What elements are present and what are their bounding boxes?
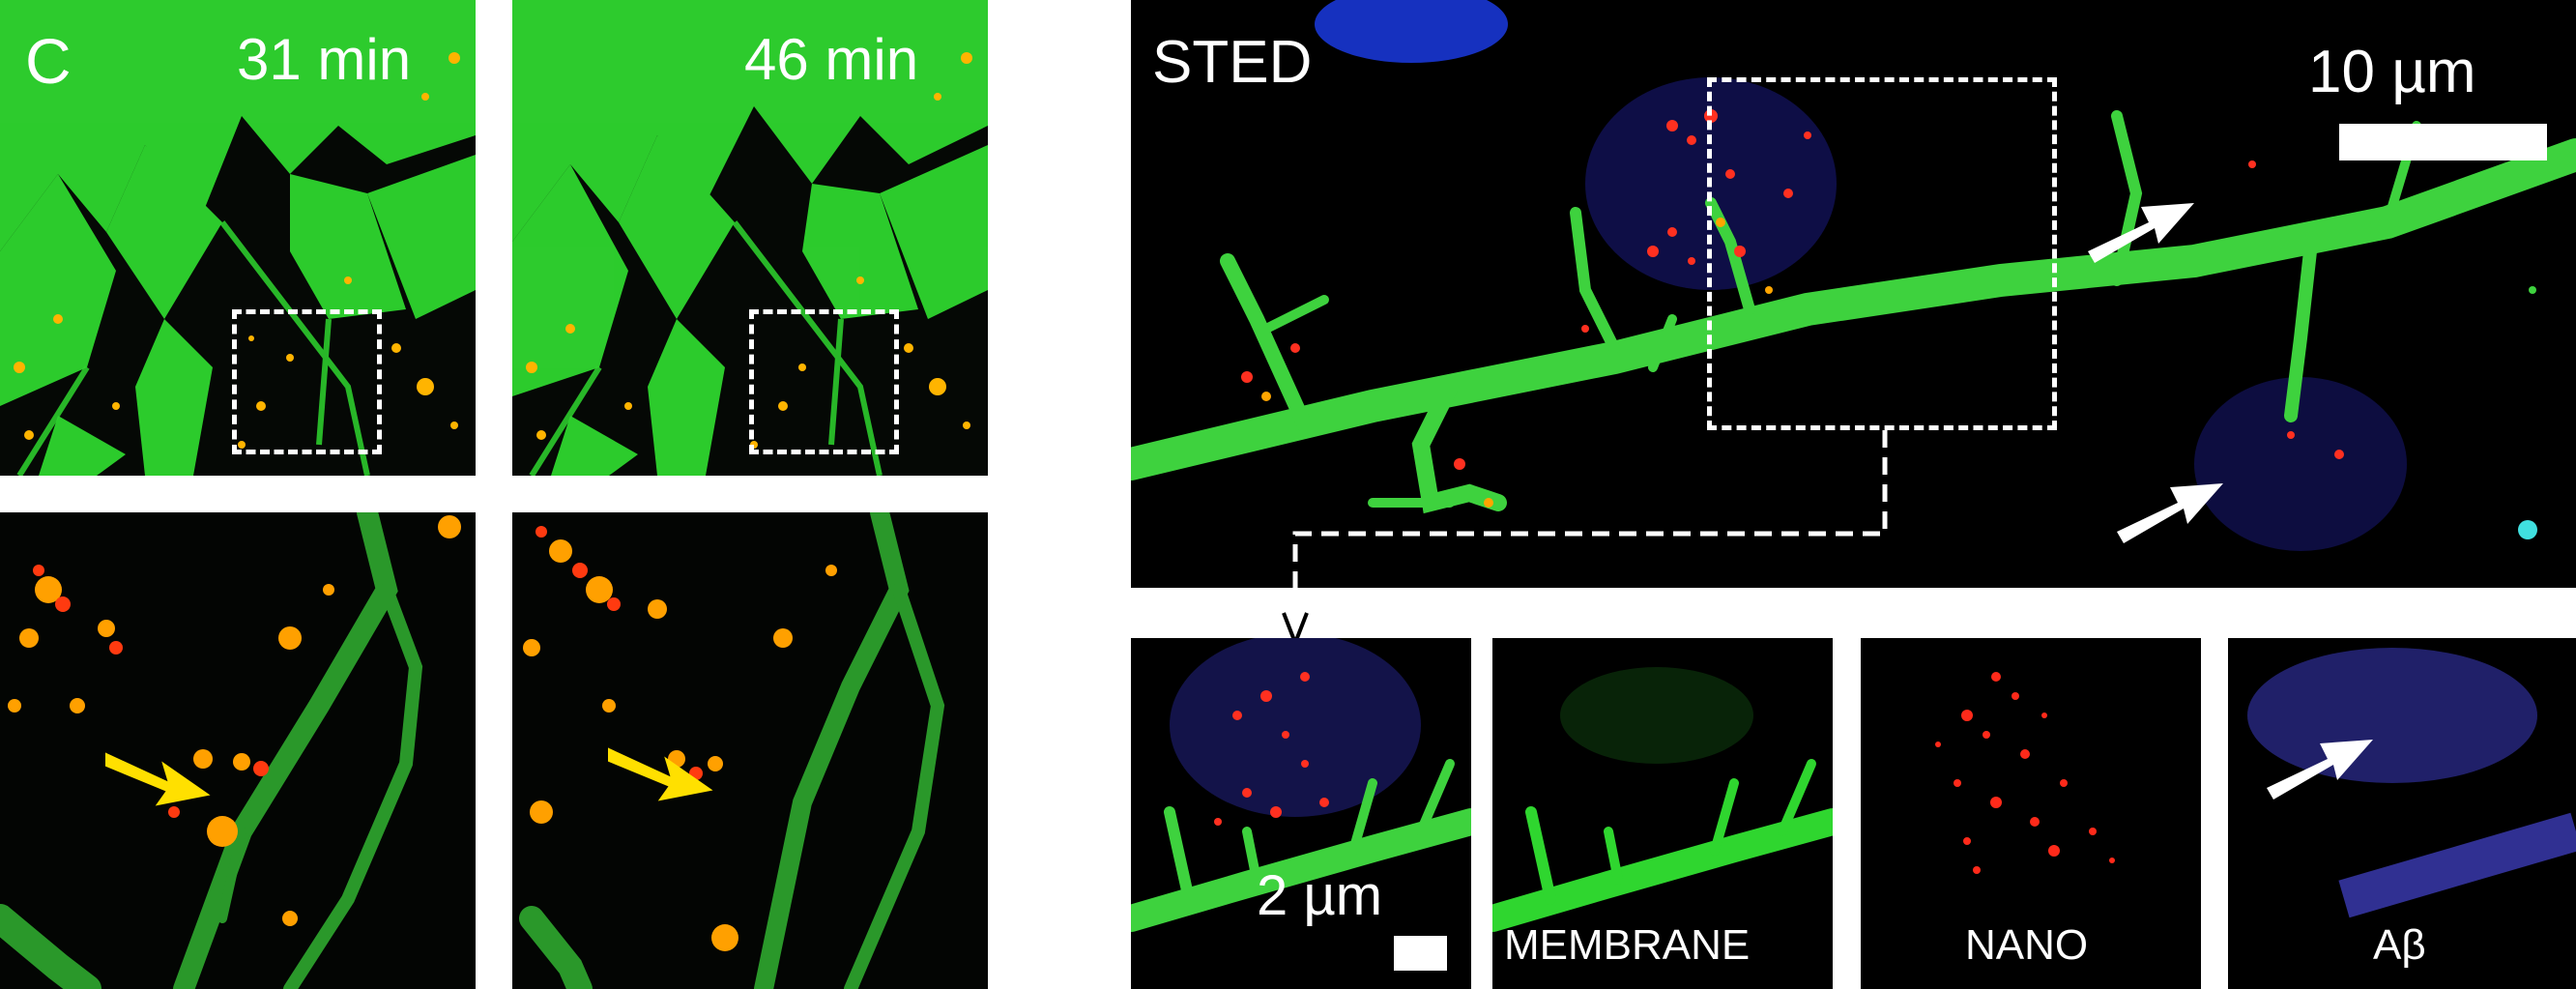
- membrane-channel-image: [1492, 638, 1833, 989]
- sted-label: STED: [1152, 29, 1313, 96]
- channel-label-abeta: Aβ: [2373, 921, 2426, 969]
- timepoint-label-46min: 46 min: [744, 27, 919, 92]
- abeta-channel-image: [2228, 638, 2576, 989]
- channel-label-nano: NANO: [1965, 921, 2089, 969]
- membrane-channel-panel: MEMBRANE: [1492, 638, 1833, 989]
- timepoint-label-31min: 31 min: [237, 27, 412, 92]
- white-arrow-icon: [2117, 483, 2223, 543]
- merged-zoom-image: [1131, 638, 1471, 989]
- timelapse-panel-31min: C 31 min: [0, 0, 476, 476]
- sted-overview-panel: STED 10 µm: [1131, 0, 2576, 588]
- scale-bar-label-large: 10 µm: [2308, 39, 2476, 105]
- roi-box-sted: [1707, 77, 2057, 430]
- roi-box-31min: [232, 309, 382, 454]
- sted-overview-image: [1131, 0, 2576, 588]
- abeta-channel-panel: Aβ: [2228, 638, 2576, 989]
- channel-label-membrane: MEMBRANE: [1504, 921, 1751, 969]
- nano-channel-panel: NANO: [1861, 638, 2201, 989]
- yellow-arrow-icon: [105, 752, 211, 806]
- scale-bar-label-small: 2 µm: [1257, 864, 1383, 927]
- panel-letter: C: [25, 25, 72, 97]
- white-arrow-icon: [2267, 740, 2373, 800]
- yellow-arrow-icon: [608, 747, 713, 801]
- zoom-panel-31min: [0, 512, 476, 989]
- timelapse-image-31min: [0, 0, 476, 476]
- merged-zoom-panel: 2 µm: [1131, 638, 1471, 989]
- timelapse-panel-46min: 46 min: [512, 0, 988, 476]
- scale-bar-large: [2339, 124, 2547, 160]
- scale-bar-small: [1394, 936, 1447, 971]
- roi-box-46min: [749, 309, 899, 454]
- nano-channel-image: [1861, 638, 2201, 989]
- zoom-panel-46min: [512, 512, 988, 989]
- roi-connector: [1282, 430, 1888, 648]
- zoom-image-46min: [512, 512, 988, 989]
- zoom-image-31min: [0, 512, 476, 989]
- white-arrow-icon: [2088, 203, 2194, 263]
